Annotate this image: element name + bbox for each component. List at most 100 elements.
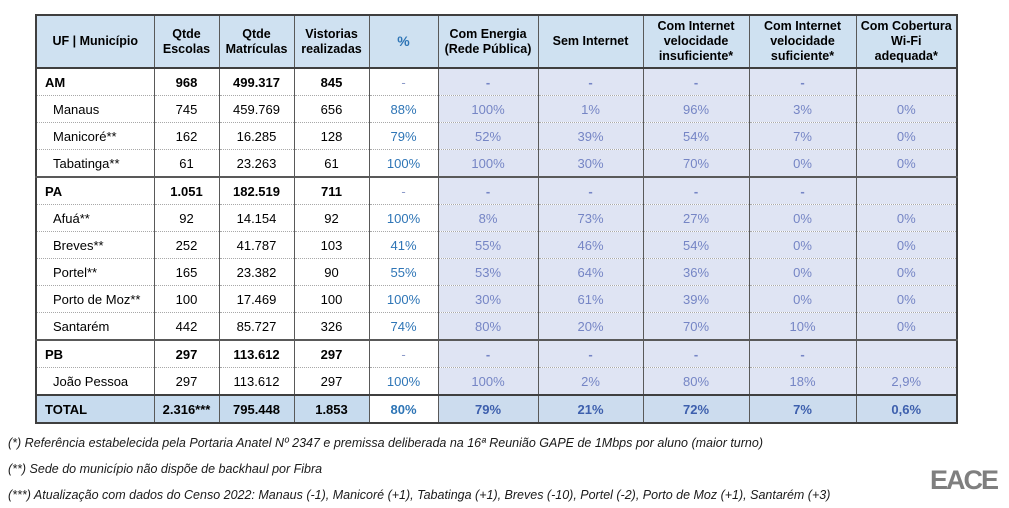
table-cell: - [748, 68, 857, 96]
table-cell: 72% [642, 394, 750, 423]
table-cell: 16.285 [218, 122, 295, 150]
city-row: Santarém 442 85.727 326 74% 80% 20% 70% 10% 0% [35, 312, 958, 340]
table-cell: 968 [153, 68, 220, 96]
table-cell: 14.154 [218, 204, 295, 232]
table-cell: Porto de Moz** [35, 285, 155, 313]
table-cell: 162 [153, 122, 220, 150]
column-header: Vistorias realizadas [293, 15, 370, 69]
table-cell: 7% [748, 122, 857, 150]
table-cell: 52% [437, 122, 539, 150]
table-cell: 39% [537, 122, 644, 150]
table-cell: 442 [153, 312, 220, 340]
table-cell: 39% [642, 285, 750, 313]
footnote-1: (*) Referência estabelecida pela Portari… [8, 436, 763, 450]
table-cell: 297 [293, 339, 370, 368]
column-header: Qtde Matrículas [218, 15, 295, 69]
table-cell: 0% [855, 231, 958, 259]
table-cell: 100% [368, 149, 439, 177]
city-row: Tabatinga** 61 23.263 61 100% 100% 30% 70% 0% 0% [35, 149, 958, 177]
table-cell: 54% [642, 122, 750, 150]
table-cell: 20% [537, 312, 644, 340]
table-cell: 41.787 [218, 231, 295, 259]
table-cell: 0% [748, 285, 857, 313]
city-row: Afuá** 92 14.154 92 100% 8% 73% 27% 0% 0% [35, 204, 958, 232]
table-cell: 0% [855, 285, 958, 313]
table-cell: 0% [748, 258, 857, 286]
table-cell: 100% [368, 367, 439, 395]
table-cell: 46% [537, 231, 644, 259]
city-row: João Pessoa 297 113.612 297 100% 100% 2% 80% 18%… [35, 367, 958, 395]
table-cell: 74% [368, 312, 439, 340]
table-cell: 297 [293, 367, 370, 395]
table-cell: Manicoré** [35, 122, 155, 150]
table-cell: 80% [642, 367, 750, 395]
table-cell: 55% [368, 258, 439, 286]
table-cell [855, 339, 958, 368]
table-cell: 96% [642, 95, 750, 123]
table-cell: 70% [642, 312, 750, 340]
table-cell: 0% [748, 204, 857, 232]
table-cell: - [537, 68, 644, 96]
table-cell: Tabatinga** [35, 149, 155, 177]
state-row: PB 297 113.612 297- - - - - [35, 339, 958, 368]
footnotes: (*) Referência estabelecida pela Portari… [8, 430, 868, 508]
table-cell: 55% [437, 231, 539, 259]
table-cell: Afuá** [35, 204, 155, 232]
table-cell: 54% [642, 231, 750, 259]
city-row: Manaus 745 459.769 656 88% 100% 1% 96% 3% 0% [35, 95, 958, 123]
table-cell: 92 [153, 204, 220, 232]
table-cell: 7% [748, 394, 857, 423]
table-cell: 79% [368, 122, 439, 150]
table-cell: 845 [293, 68, 370, 96]
column-header: Com Internet velocidade suficiente* [748, 15, 857, 69]
table-cell: 297 [153, 339, 220, 368]
table-cell: 0% [855, 122, 958, 150]
table-cell: 100% [437, 95, 539, 123]
table-cell: 27% [642, 204, 750, 232]
table-cell: 80% [437, 312, 539, 340]
table-cell: 100% [368, 285, 439, 313]
table-cell: 30% [537, 149, 644, 177]
table-cell: Manaus [35, 95, 155, 123]
table-cell [855, 68, 958, 96]
column-header: Qtde Escolas [153, 15, 220, 69]
total-row: TOTAL 2.316*** 795.448 1.853 80% 79% 21% 72% 7% 0… [35, 394, 958, 423]
table-cell: 23.382 [218, 258, 295, 286]
table-cell: 1.853 [293, 394, 370, 423]
state-row: AM 968 499.317 845- - - - - [35, 68, 958, 96]
table-cell: 61 [153, 149, 220, 177]
table-cell: 64% [537, 258, 644, 286]
table-cell: - [537, 339, 644, 368]
table-cell: 41% [368, 231, 439, 259]
table-cell: Breves** [35, 231, 155, 259]
table-cell: 795.448 [218, 394, 295, 423]
table-cell: TOTAL [35, 394, 155, 423]
table-cell: - [642, 176, 750, 205]
table-cell: 88% [368, 95, 439, 123]
table-cell: 8% [437, 204, 539, 232]
table-cell: 745 [153, 95, 220, 123]
table-cell: 23.263 [218, 149, 295, 177]
table-cell: 90 [293, 258, 370, 286]
table-cell: 18% [748, 367, 857, 395]
table-cell: 30% [437, 285, 539, 313]
table-cell: 100 [293, 285, 370, 313]
column-header: UF | Município [35, 15, 155, 69]
table-cell: 113.612 [218, 367, 295, 395]
table-cell: 656 [293, 95, 370, 123]
state-row: PA 1.051 182.519 711- - - - - [35, 176, 958, 205]
table-cell: 0% [855, 258, 958, 286]
column-header: Com Cobertura Wi-Fi adequada* [855, 15, 958, 69]
table-cell: 92 [293, 204, 370, 232]
table-cell: - [642, 68, 750, 96]
table-cell: 182.519 [218, 176, 295, 205]
table-cell: - [437, 176, 539, 205]
column-header: Sem Internet [537, 15, 644, 69]
table-cell: - [368, 176, 439, 205]
table-cell: 459.769 [218, 95, 295, 123]
table-cell: 85.727 [218, 312, 295, 340]
table-cell: 2.316*** [153, 394, 220, 423]
table-cell: 80% [368, 394, 439, 423]
city-row: Breves** 252 41.787 103 41% 55% 46% 54% 0% 0% [35, 231, 958, 259]
footnote-3: (***) Atualização com dados do Censo 202… [8, 488, 831, 502]
